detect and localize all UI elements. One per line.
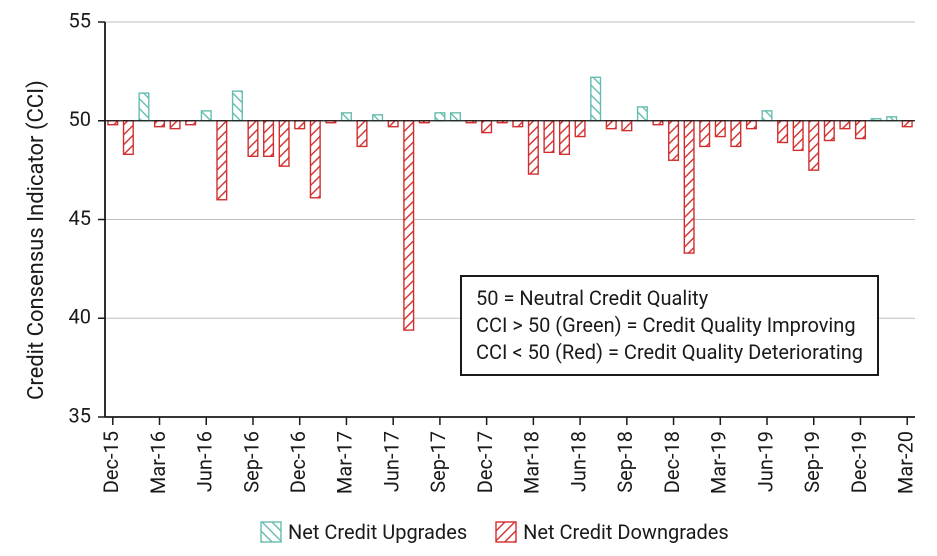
- info-line-1: 50 = Neutral Credit Quality: [476, 285, 863, 312]
- svg-text:Dec-15: Dec-15: [99, 431, 123, 493]
- legend-label-downgrades: Net Credit Downgrades: [523, 520, 729, 544]
- legend-item-upgrades: Net Credit Upgrades: [260, 520, 467, 544]
- svg-text:Sep-18: Sep-18: [613, 431, 637, 493]
- svg-text:Sep-16: Sep-16: [239, 431, 263, 493]
- svg-text:Dec-17: Dec-17: [473, 431, 497, 493]
- svg-text:55: 55: [69, 8, 91, 32]
- svg-text:Mar-19: Mar-19: [707, 431, 731, 494]
- info-line-2: CCI > 50 (Green) = Credit Quality Improv…: [476, 312, 863, 339]
- svg-text:Jun-18: Jun-18: [566, 431, 590, 492]
- svg-text:Dec-16: Dec-16: [286, 431, 310, 493]
- legend-label-upgrades: Net Credit Upgrades: [288, 520, 467, 544]
- svg-text:Sep-17: Sep-17: [426, 431, 450, 493]
- svg-text:Mar-18: Mar-18: [520, 431, 544, 494]
- svg-text:Mar-20: Mar-20: [893, 431, 917, 494]
- svg-text:Sep-19: Sep-19: [800, 431, 824, 493]
- svg-text:Dec-18: Dec-18: [660, 431, 684, 493]
- svg-text:Mar-17: Mar-17: [333, 431, 357, 494]
- y-axis-title: Credit Consensus Indicator (CCI): [24, 80, 49, 400]
- legend-item-downgrades: Net Credit Downgrades: [495, 520, 729, 544]
- svg-text:Dec-19: Dec-19: [847, 431, 871, 493]
- svg-text:35: 35: [69, 403, 91, 427]
- svg-text:Jun-17: Jun-17: [379, 431, 403, 492]
- legend-swatch-downgrades-icon: [495, 521, 517, 543]
- chart-container: 35 40 45 50 55 Dec-15 Mar-16 Jun-16 Sep-16 Dec-16…: [0, 0, 937, 556]
- svg-text:Jun-16: Jun-16: [193, 431, 217, 492]
- svg-text:Mar-16: Mar-16: [146, 431, 170, 494]
- chart-legend: Net Credit Upgrades Net Credit Downgrade…: [260, 520, 729, 544]
- info-line-3: CCI < 50 (Red) = Credit Quality Deterior…: [476, 339, 863, 366]
- info-annotation-box: 50 = Neutral Credit Quality CCI > 50 (Gr…: [460, 275, 879, 376]
- svg-text:Jun-19: Jun-19: [753, 431, 777, 492]
- svg-text:50: 50: [69, 107, 91, 131]
- legend-swatch-upgrades-icon: [260, 521, 282, 543]
- svg-text:45: 45: [69, 206, 91, 230]
- svg-text:40: 40: [69, 305, 91, 329]
